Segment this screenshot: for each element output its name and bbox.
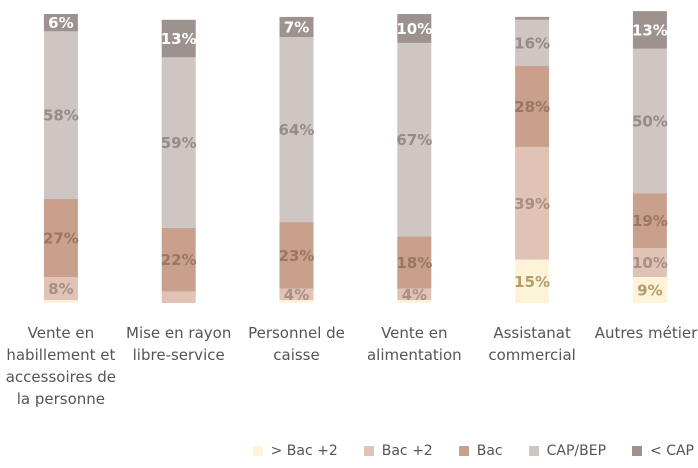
legend-item: Bac +2 <box>363 443 433 459</box>
legend-swatch <box>363 446 374 456</box>
legend: > Bac +2 Bac +2 Bac CAP/BEP < CAP <box>227 443 694 459</box>
data-label: 64% <box>279 121 315 139</box>
x-tick-label: Assistanat commercial <box>488 324 576 364</box>
data-label: 9% <box>637 281 662 299</box>
data-label: 7% <box>284 19 309 37</box>
data-label: 8% <box>48 280 73 298</box>
data-label: 15% <box>514 273 550 291</box>
legend-swatch <box>252 446 263 456</box>
data-label: 16% <box>514 34 550 52</box>
bar-segment <box>397 14 432 43</box>
data-label: 59% <box>161 134 197 152</box>
data-label: 4% <box>284 286 309 304</box>
legend-item: Bac <box>458 443 503 459</box>
legend-item: > Bac +2 <box>252 443 338 459</box>
bar-segment <box>515 146 550 260</box>
data-label: 10% <box>632 254 668 272</box>
bar-segment <box>279 300 314 303</box>
x-tick-label: Autres métiers <box>594 324 698 342</box>
legend-item: CAP/BEP <box>528 443 607 459</box>
legend-label: Bac <box>476 443 503 459</box>
bar-segment <box>515 16 550 20</box>
data-label: 4% <box>402 286 427 304</box>
bar-segment <box>397 236 432 289</box>
bar-segment <box>397 300 432 303</box>
legend-label: Bac +2 <box>381 443 433 459</box>
legend-swatch <box>632 446 643 456</box>
bar-segment <box>279 37 314 223</box>
bar-segment <box>279 222 314 289</box>
data-label: 67% <box>396 131 432 149</box>
x-tick-label: Vente en alimentation <box>366 324 462 364</box>
data-label: 19% <box>632 212 668 230</box>
bar-segment <box>279 288 314 301</box>
data-label: 39% <box>514 195 550 213</box>
bar-segment <box>43 300 78 303</box>
data-label: 28% <box>514 98 550 116</box>
bar-segment <box>43 14 78 32</box>
bar-segment <box>161 57 196 228</box>
bar-segment <box>43 276 78 301</box>
bar-segment <box>632 276 667 303</box>
data-label: 13% <box>632 21 668 39</box>
data-label: 6% <box>48 14 73 32</box>
bar-segment <box>632 193 667 249</box>
bar-segment <box>397 42 432 237</box>
bar-segment <box>279 16 314 38</box>
bar-segment <box>632 248 667 277</box>
legend-label: > Bac +2 <box>270 443 338 459</box>
x-tick-label: Personnel de caisse <box>248 324 345 364</box>
bar-segment <box>515 259 550 303</box>
bar-segment <box>161 227 196 292</box>
bar-segment <box>43 31 78 199</box>
data-label: 50% <box>632 112 668 130</box>
bar-segment <box>515 66 550 147</box>
data-label: 58% <box>43 107 79 125</box>
x-tick-label: Mise en rayon libre-service <box>126 324 232 364</box>
bar-segment <box>161 19 196 58</box>
legend-swatch <box>528 446 539 456</box>
legend-label: < CAP <box>650 443 694 459</box>
data-label: 18% <box>396 254 432 272</box>
x-tick-label: Vente en habillement et accessoires de l… <box>5 324 117 408</box>
legend-label: CAP/BEP <box>546 443 607 459</box>
bar-segment <box>397 288 432 301</box>
legend-item: < CAP <box>632 443 694 459</box>
data-label: 23% <box>279 247 315 265</box>
data-label: 22% <box>161 251 197 269</box>
data-label: 27% <box>43 229 79 247</box>
data-label: 10% <box>396 20 432 38</box>
bar-segment <box>43 198 78 277</box>
legend-swatch <box>458 446 469 456</box>
data-label: 13% <box>161 30 197 48</box>
bar-segment <box>161 291 196 303</box>
bar-segment <box>632 48 667 194</box>
bar-segment <box>632 11 667 49</box>
bar-segment <box>515 19 550 67</box>
